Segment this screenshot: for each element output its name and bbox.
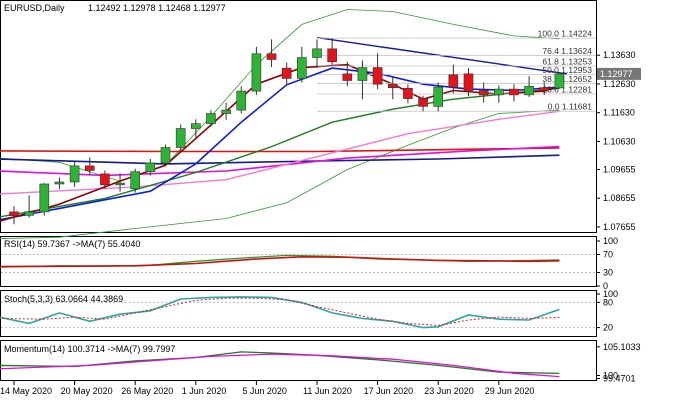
bear-candle	[372, 67, 383, 85]
stoch-panel[interactable]	[0, 290, 597, 337]
bull-candle	[554, 73, 565, 89]
time-tick-label: 20 May 2020	[61, 386, 113, 396]
bull-candle	[206, 113, 216, 124]
price-tick-label: 1.11630	[603, 108, 635, 118]
fib-level-label: 100.0 1.14224	[538, 29, 593, 39]
time-tick-label: 23 Jun 2020	[424, 386, 474, 396]
bull-candle	[524, 85, 534, 96]
momentum-line	[0, 351, 560, 375]
bear-candle	[342, 73, 353, 81]
current-price-badge	[597, 67, 641, 80]
indicator-tick-label: 99.4701	[603, 373, 636, 383]
bear-candle	[9, 211, 19, 216]
time-axis: 14 May 2020 20 May 2020 26 May 2020 1 Jun 2…	[0, 381, 534, 396]
price-tick-label: 1.09655	[603, 164, 636, 174]
fib-level-label: 61.8 1.13253	[542, 57, 592, 67]
price-tick-label: 1.12630	[603, 79, 636, 89]
indicator-tick-label: 20	[603, 323, 613, 333]
indicator-tick-label: 100	[603, 289, 618, 299]
lower-band-line	[0, 109, 560, 239]
chart-header-ohlc: 1.12492 1.12978 1.12468 1.12977	[88, 3, 226, 13]
bear-candle	[100, 173, 110, 186]
fib-level-label: 0.0 1.11681	[548, 102, 593, 112]
bull-candle	[69, 165, 80, 183]
price-tick-label: 1.08655	[603, 193, 636, 203]
bear-candle	[448, 74, 459, 88]
bear-candle	[463, 73, 474, 91]
bear-candle	[84, 165, 95, 171]
price-tick-label: 1.10630	[603, 136, 636, 146]
indicator-tick-label: 0	[603, 281, 608, 291]
bull-candle	[433, 86, 444, 107]
bull-candle	[175, 128, 186, 148]
bull-candle	[236, 90, 247, 111]
main-price-panel[interactable]	[0, 0, 597, 233]
bull-candle	[251, 53, 262, 92]
price-tick-label: 1.07655	[603, 222, 636, 232]
indicator-tick-label: 100	[603, 371, 618, 381]
momentum-label: Momentum(14) 100.3714 ->MA(7) 99.7997	[4, 344, 175, 354]
current-price-value: 1.12977	[600, 69, 633, 79]
bull-candle	[312, 48, 322, 58]
indicator-tick-label: 30	[603, 268, 613, 278]
stoch-label: Stoch(5,3,3) 63.0664 44.3869	[4, 294, 123, 304]
momentum-ma-line	[0, 353, 560, 378]
bull-candle	[115, 182, 125, 186]
time-tick-label: 17 Jun 2020	[364, 386, 414, 396]
bull-candle	[54, 181, 65, 185]
chart-header-symbol: EURUSD,Daily	[4, 3, 65, 13]
bull-candle	[357, 67, 368, 81]
time-tick-label: 14 May 2020	[0, 386, 52, 396]
bull-candle	[191, 123, 201, 129]
ma-red-line	[0, 147, 560, 153]
bull-candle	[160, 147, 171, 164]
price-tick-label: 1.13630	[603, 50, 636, 60]
bull-candle	[145, 162, 156, 172]
bear-candle	[387, 83, 398, 88]
fib-level-label: 38.2 1.12652	[542, 74, 592, 84]
bear-candle	[327, 48, 337, 63]
bear-candle	[281, 67, 292, 79]
price-axis: 1.13630 1.12630 1.11630 1.10630 1.09655 1.086…	[596, 50, 636, 232]
indicator-tick-label: 100	[603, 236, 618, 246]
bull-candle	[24, 211, 34, 216]
time-tick-label: 29 Jun 2020	[485, 386, 535, 396]
bull-candle	[221, 109, 231, 114]
bear-candle	[539, 87, 550, 91]
time-tick-label: 11 Jun 2020	[303, 386, 352, 396]
ma-blue-line	[0, 67, 560, 221]
time-tick-label: 26 May 2020	[121, 386, 173, 396]
bear-candle	[478, 90, 489, 96]
bear-candle	[266, 53, 277, 60]
bear-candle	[418, 98, 428, 107]
momentum-panel[interactable]	[0, 340, 597, 381]
bull-candle	[297, 57, 307, 79]
stoch-main-line	[0, 296, 560, 329]
fib-level-label: 76.4 1.13624	[542, 46, 592, 56]
fib-level-label: 23.6 1.12281	[542, 84, 592, 94]
bull-candle	[493, 88, 504, 96]
indicator-tick-label: 80	[603, 297, 613, 307]
candlesticks	[9, 38, 565, 225]
bull-candle	[130, 171, 140, 190]
time-tick-label: 5 Jun 2020	[242, 386, 287, 396]
fib-level-label: 50.0 1.12953	[542, 65, 592, 75]
indicator-tick-label: 70	[603, 250, 613, 260]
rsi-label: RSI(14) 59.7367 ->MA(7) 55.4040	[4, 239, 140, 249]
bear-candle	[509, 88, 519, 96]
time-tick-label: 1 Jun 2020	[182, 386, 227, 396]
upper-band-line	[0, 9, 560, 182]
bull-candle	[39, 183, 50, 213]
bear-candle	[403, 87, 413, 99]
rsi-ma-line	[0, 255, 560, 268]
indicator-tick-label: 105.1033	[603, 342, 641, 352]
